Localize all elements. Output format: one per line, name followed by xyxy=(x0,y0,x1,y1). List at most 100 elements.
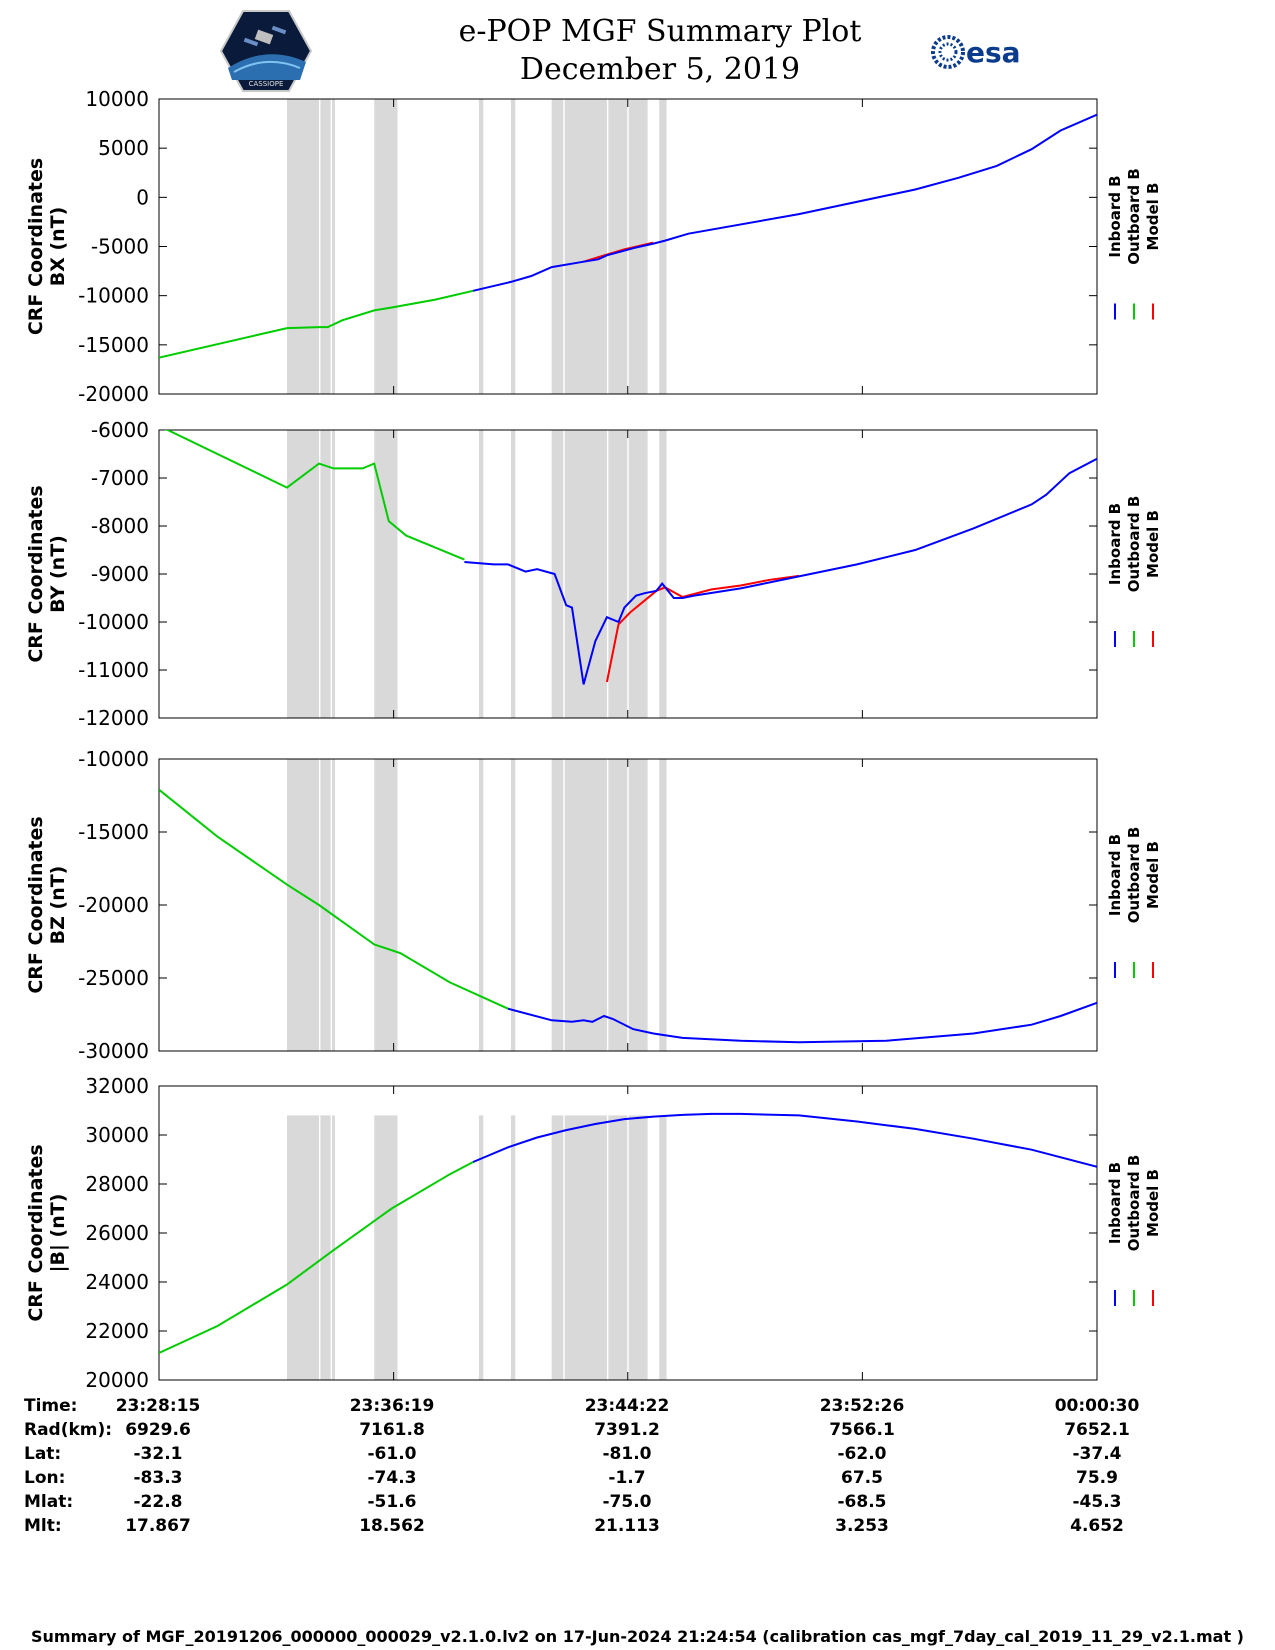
y-axis-label: CRF CoordinatesBX (nT) xyxy=(25,158,69,335)
inboard-b-series xyxy=(507,1001,1097,1044)
data-gap-band xyxy=(551,759,564,1051)
y-tick-label: 28000 xyxy=(85,1172,149,1196)
data-gap-band xyxy=(659,759,667,1051)
cell-time: 23:36:19 xyxy=(349,1396,435,1416)
cell-radius: 7391.2 xyxy=(594,1420,660,1440)
cell-mlat: -51.6 xyxy=(367,1492,417,1512)
data-gap-band xyxy=(478,430,484,718)
cell-radius: 7566.1 xyxy=(829,1420,895,1440)
row-label-lon: Lon: xyxy=(24,1468,66,1488)
legend-label: Model B xyxy=(1144,841,1162,909)
legend-label: Model B xyxy=(1144,1169,1162,1237)
y-tick-label: -7000 xyxy=(91,466,149,490)
y-tick-label: 22000 xyxy=(85,1319,149,1343)
data-gap-band xyxy=(628,1115,648,1380)
row-label-radius: Rad(km): xyxy=(24,1420,113,1440)
y-tick-label: -25000 xyxy=(78,966,149,990)
row-label-lat: Lat: xyxy=(24,1444,62,1464)
y-tick-label: -9000 xyxy=(91,562,149,586)
data-gap-band xyxy=(659,430,667,718)
data-gap-band xyxy=(608,759,628,1051)
esa-logo: esa xyxy=(930,32,1040,76)
y-axis-label: CRF Coordinates|B| (nT) xyxy=(25,1144,69,1321)
data-gap-band xyxy=(608,430,628,718)
y-tick-label: -15000 xyxy=(78,820,149,844)
inboard-b-series xyxy=(472,1112,1097,1168)
cell-mlt: 3.253 xyxy=(835,1516,889,1536)
legend-label: Outboard B xyxy=(1125,496,1143,593)
legend-label: Outboard B xyxy=(1125,827,1143,924)
y-tick-label: -30000 xyxy=(78,1039,149,1063)
y-tick-label: -12000 xyxy=(78,706,149,730)
data-gap-band xyxy=(564,99,607,394)
y-tick-label: -6000 xyxy=(91,418,149,442)
cell-mlat: -68.5 xyxy=(837,1492,887,1512)
cell-lon: 67.5 xyxy=(841,1468,883,1488)
data-gap-band xyxy=(659,99,667,394)
cell-radius: 7161.8 xyxy=(359,1420,425,1440)
y-tick-label: -11000 xyxy=(78,658,149,682)
legend-label: Inboard B xyxy=(1106,1162,1124,1244)
legend-label: Inboard B xyxy=(1106,834,1124,916)
cell-lat: -81.0 xyxy=(602,1444,652,1464)
legend-label: Inboard B xyxy=(1106,503,1124,585)
y-tick-label: -10000 xyxy=(78,284,149,308)
plot-panel-2: -6000 -7000 -8000 -9000 -10000 -11000 -12000 CR… xyxy=(25,418,1162,730)
row-label-time: Time: xyxy=(24,1396,78,1416)
data-gap-band xyxy=(286,1115,319,1380)
outboard-b-series xyxy=(159,788,509,1010)
cell-mlt: 21.113 xyxy=(594,1516,660,1536)
y-axis-label-line: CRF Coordinates xyxy=(25,158,47,335)
data-gap-band xyxy=(551,99,564,394)
data-gap-band xyxy=(478,759,484,1051)
cell-radius: 7652.1 xyxy=(1064,1420,1130,1440)
y-tick-label: -10000 xyxy=(78,610,149,634)
legend-label: Outboard B xyxy=(1125,168,1143,265)
row-label-mlat: Mlat: xyxy=(24,1492,74,1512)
y-axis-label-line: CRF Coordinates xyxy=(25,1144,47,1321)
y-tick-label: -20000 xyxy=(78,382,149,406)
y-tick-label: -10000 xyxy=(78,747,149,771)
data-gap-band xyxy=(374,1115,398,1380)
data-gap-band xyxy=(510,99,516,394)
cell-time: 00:00:30 xyxy=(1054,1396,1140,1416)
data-gap-band xyxy=(564,430,607,718)
data-gap-band xyxy=(374,430,398,718)
y-axis-label-line: |B| (nT) xyxy=(47,1194,69,1273)
plot-panel-1: 10000 5000 0 -5000 -10000 -15000 -20000 CRF Coo… xyxy=(25,87,1162,406)
legend-label: Model B xyxy=(1144,510,1162,578)
y-axis-label-line: BY (nT) xyxy=(47,535,69,613)
cell-time: 23:28:15 xyxy=(115,1396,201,1416)
cell-time: 23:52:26 xyxy=(819,1396,905,1416)
y-axis-label-line: CRF Coordinates xyxy=(25,485,47,662)
model-b-series xyxy=(605,574,800,683)
y-tick-label: -15000 xyxy=(78,333,149,357)
data-gap-band xyxy=(510,1115,516,1380)
data-gap-band xyxy=(286,99,319,394)
y-tick-label: 24000 xyxy=(85,1270,149,1294)
data-gap-band xyxy=(332,430,335,718)
y-tick-label: 0 xyxy=(136,185,149,209)
data-gap-band xyxy=(564,759,607,1051)
cell-lon: 75.9 xyxy=(1076,1468,1118,1488)
data-gap-band xyxy=(628,759,648,1051)
data-gap-band xyxy=(551,430,564,718)
cell-lon: -74.3 xyxy=(367,1468,417,1488)
cell-mlt: 4.652 xyxy=(1070,1516,1124,1536)
cell-radius: 6929.6 xyxy=(125,1420,191,1440)
cell-mlt: 18.562 xyxy=(359,1516,425,1536)
data-gap-band xyxy=(332,99,335,394)
cell-lat: -61.0 xyxy=(367,1444,417,1464)
cell-mlat: -45.3 xyxy=(1072,1492,1122,1512)
y-tick-label: 20000 xyxy=(85,1368,149,1392)
data-gap-band xyxy=(564,1115,607,1380)
plot-panel-4: 32000 30000 28000 26000 24000 22000 20000 CRF C… xyxy=(25,1074,1162,1392)
data-gap-band xyxy=(320,99,331,394)
chart-title-line1: e-POP MGF Summary Plot xyxy=(458,14,862,49)
data-gap-band xyxy=(332,759,335,1051)
chart-title-line2: December 5, 2019 xyxy=(519,52,801,87)
cell-lat: -32.1 xyxy=(133,1444,183,1464)
cell-lat: -37.4 xyxy=(1072,1444,1122,1464)
plot-panel-3: -10000 -15000 -20000 -25000 -30000 CRF Coordi… xyxy=(25,747,1162,1063)
data-gap-band xyxy=(478,1115,484,1380)
